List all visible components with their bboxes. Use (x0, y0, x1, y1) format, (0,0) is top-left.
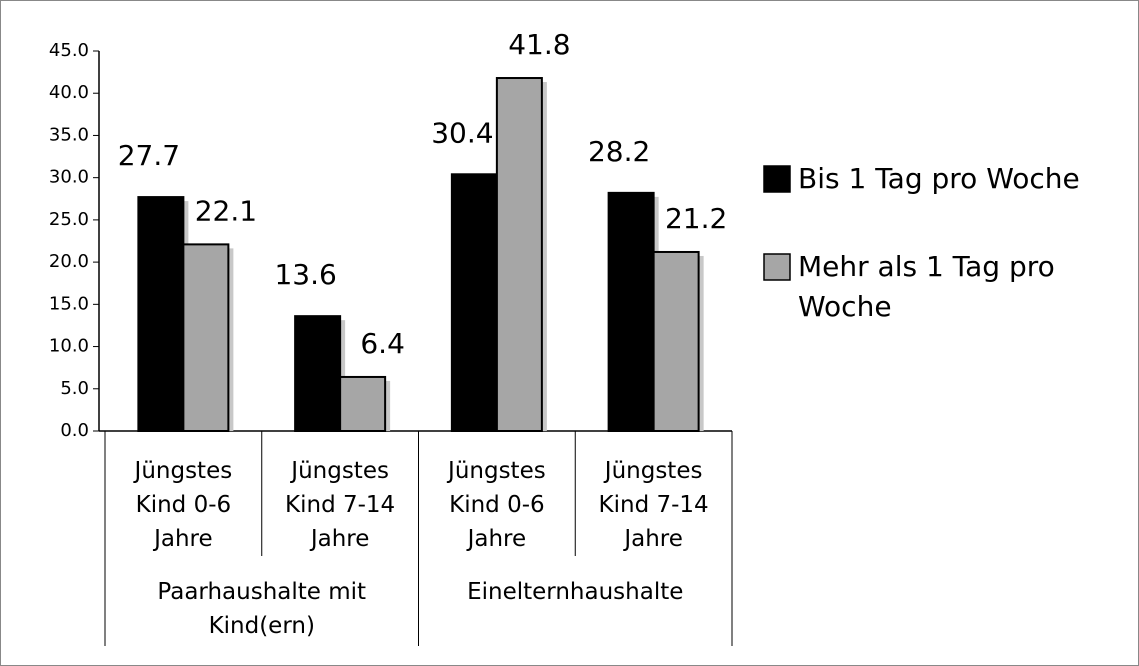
group-label: Einelternhaushalte (467, 579, 684, 605)
legend-swatch (763, 253, 791, 281)
y-tick-label: 45.0 (49, 40, 89, 61)
y-tick-label: 40.0 (49, 82, 89, 103)
bar (182, 243, 230, 432)
group-label: Paarhaushalte mit Kind(ern) (157, 579, 367, 639)
data-label: 41.8 (508, 28, 570, 61)
x-tick-label: Jüngstes Kind 0-6 Jahre (448, 458, 546, 552)
legend-label: Bis 1 Tag pro Woche (798, 162, 1080, 195)
data-label: 30.4 (431, 116, 493, 149)
legend-label: Mehr als 1 Tag pro Woche (798, 250, 1055, 323)
legend-swatch (763, 165, 791, 193)
bar (607, 191, 655, 432)
bar (450, 173, 498, 433)
data-label: 6.4 (360, 327, 405, 360)
y-tick-label: 25.0 (49, 209, 89, 230)
x-tick-label: Jüngstes Kind 7-14 Jahre (598, 458, 709, 552)
bar (294, 315, 342, 432)
x-tick-label: Jüngstes Kind 0-6 Jahre (134, 458, 233, 552)
data-label: 28.2 (588, 135, 650, 168)
y-tick-label: 5.0 (60, 378, 89, 399)
x-tick-label: Jüngstes Kind 7-14 Jahre (285, 458, 396, 552)
bar (339, 375, 387, 433)
y-tick-label: 0.0 (60, 420, 89, 441)
y-tick-label: 10.0 (49, 336, 89, 357)
bar (137, 196, 185, 432)
y-tick-label: 30.0 (49, 167, 89, 188)
data-label: 13.6 (274, 258, 336, 291)
bar (652, 250, 700, 432)
bar (495, 77, 543, 433)
y-tick-label: 35.0 (49, 124, 89, 145)
y-tick-label: 20.0 (49, 251, 89, 272)
data-label: 21.2 (665, 202, 727, 235)
data-label: 27.7 (118, 139, 180, 172)
data-label: 22.1 (195, 194, 257, 227)
y-tick-label: 15.0 (49, 293, 89, 314)
